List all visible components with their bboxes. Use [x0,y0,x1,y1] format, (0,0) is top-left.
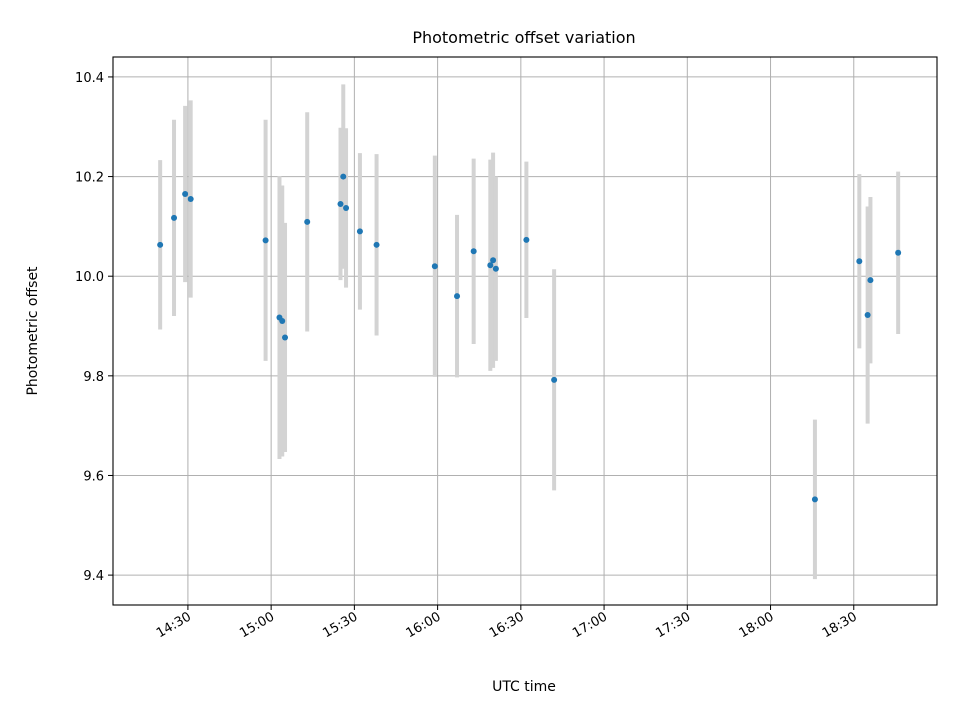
data-point [431,263,438,270]
y-tick-label: 9.8 [83,370,104,385]
data-point [356,228,363,235]
data-point [282,334,289,341]
data-point [487,262,494,269]
x-axis-label: UTC time [492,679,556,695]
data-point [490,257,497,264]
data-point [187,195,194,202]
data-point [182,191,189,197]
y-tick-label: 10.4 [75,71,104,86]
data-point [262,237,269,244]
x-tick-label: 16:00 [404,609,444,641]
x-tick-label: 18:30 [820,609,860,641]
data-point [373,241,380,248]
data-point [864,312,871,319]
y-tick-label: 10.0 [75,270,104,285]
data-point [279,318,286,325]
data-point [867,277,874,284]
data-point [523,236,530,243]
data-point [895,249,902,256]
x-tick-label: 15:30 [320,609,360,641]
data-points [157,173,902,503]
y-tick-label: 9.4 [83,569,104,584]
plot-frame [112,56,938,606]
data-point [337,200,344,207]
x-tick-label: 17:30 [653,609,693,641]
data-point [856,258,863,265]
y-axis-ticks: 9.4 9.6 9.8 10.0 10.2 10.4 [75,71,113,584]
data-point [171,214,178,221]
y-tick-label: 9.6 [83,469,104,484]
data-point [157,241,164,248]
data-point [551,376,558,383]
chart-title: Photometric offset variation [412,28,635,47]
x-tick-label: 14:30 [154,609,194,641]
data-point [343,204,350,211]
data-point [304,218,311,225]
data-point [492,265,499,272]
data-point [470,248,477,255]
data-point [340,173,347,180]
data-point [454,293,461,300]
y-axis-label: Photometric offset [25,266,41,396]
x-tick-label: 15:00 [237,609,277,641]
x-tick-label: 17:00 [570,609,610,641]
x-tick-label: 16:30 [487,609,527,641]
x-tick-label: 18:00 [737,609,777,641]
y-tick-label: 10.2 [75,171,104,186]
x-axis-ticks: 14:30 15:00 15:30 16:00 16:30 17:00 17:30 18:00… [154,605,860,641]
data-point [811,496,818,503]
